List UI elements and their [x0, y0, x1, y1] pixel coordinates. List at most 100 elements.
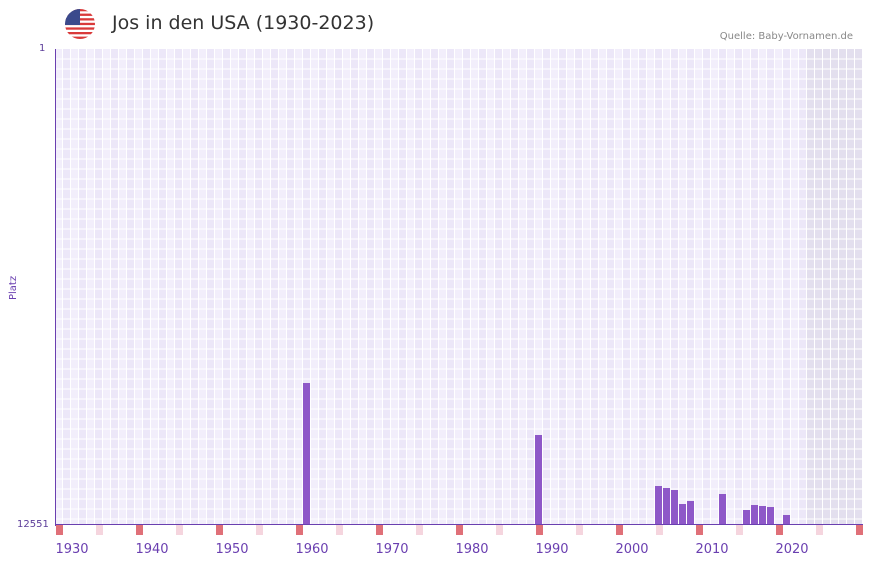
grid-column [503, 49, 511, 525]
bar-2017[interactable] [759, 505, 766, 525]
half-decade-marker [336, 525, 343, 535]
bar-2018[interactable] [767, 506, 774, 525]
half-decade-marker [816, 525, 823, 535]
grid-column [511, 49, 519, 525]
grid-column [695, 49, 703, 525]
x-tick-label: 2010 [695, 542, 729, 557]
grid-column [599, 49, 607, 525]
x-tick-label: 2000 [615, 542, 649, 557]
grid-column [655, 49, 663, 525]
grid-column [535, 49, 543, 525]
grid-column [671, 49, 679, 525]
grid-column [703, 49, 711, 525]
x-axis-line [55, 524, 863, 525]
grid-column [63, 49, 71, 525]
bar-2006[interactable] [671, 489, 678, 525]
grid-column [215, 49, 223, 525]
grid-column [207, 49, 215, 525]
grid-column [719, 49, 727, 525]
grid-column [607, 49, 615, 525]
chart-title: Jos in den USA (1930-2023) [112, 12, 375, 34]
decade-marker [856, 525, 863, 535]
flag-icon [65, 9, 95, 39]
grid-column [167, 49, 175, 525]
grid-column [839, 49, 847, 525]
grid-column [263, 49, 271, 525]
half-decade-marker [96, 525, 103, 535]
grid-column [223, 49, 231, 525]
bar-2008[interactable] [687, 500, 694, 525]
grid-column [351, 49, 359, 525]
grid-column [271, 49, 279, 525]
x-tick-label: 1990 [535, 542, 569, 557]
grid-column [55, 49, 63, 525]
half-decade-marker [576, 525, 583, 535]
grid-column [231, 49, 239, 525]
grid-column [855, 49, 863, 525]
bar-2004[interactable] [655, 486, 662, 525]
grid-column [815, 49, 823, 525]
grid-column [791, 49, 799, 525]
half-decade-marker [176, 525, 183, 535]
y-tick-top: 1 [39, 43, 46, 54]
bar-2005[interactable] [663, 488, 670, 525]
x-tick-label: 2020 [775, 542, 809, 557]
grid-column [551, 49, 559, 525]
grid-column [135, 49, 143, 525]
grid-column [327, 49, 335, 525]
grid-column [711, 49, 719, 525]
y-axis-title: Platz [8, 275, 19, 300]
decade-marker [56, 525, 63, 535]
plot-area [55, 49, 863, 525]
grid-column [143, 49, 151, 525]
grid-column [295, 49, 303, 525]
grid-column [255, 49, 263, 525]
grid-column [455, 49, 463, 525]
grid-column [687, 49, 695, 525]
grid-column [359, 49, 367, 525]
source-label: Quelle: Baby-Vornamen.de [719, 31, 853, 42]
grid-column [647, 49, 655, 525]
half-decade-marker [496, 525, 503, 535]
grid-column [335, 49, 343, 525]
decade-marker [136, 525, 143, 535]
bar-1960[interactable] [303, 382, 310, 525]
grid-column [439, 49, 447, 525]
bar-2015[interactable] [743, 510, 750, 525]
grid-column [727, 49, 735, 525]
grid-column [487, 49, 495, 525]
half-decade-marker [256, 525, 263, 535]
grid-column [807, 49, 815, 525]
grid-column [239, 49, 247, 525]
half-decade-marker [416, 525, 423, 535]
grid-column [775, 49, 783, 525]
grid-column [679, 49, 687, 525]
x-tick-label: 1950 [215, 542, 249, 557]
bar-2016[interactable] [751, 505, 758, 525]
grid-column [799, 49, 807, 525]
grid-column [247, 49, 255, 525]
grid-column [415, 49, 423, 525]
grid-column [471, 49, 479, 525]
grid-column [543, 49, 551, 525]
grid-column [559, 49, 567, 525]
grid-column [343, 49, 351, 525]
bar-1989[interactable] [535, 434, 542, 525]
grid-column [623, 49, 631, 525]
grid-column [111, 49, 119, 525]
grid-column [479, 49, 487, 525]
grid-column [175, 49, 183, 525]
bar-2020[interactable] [783, 514, 790, 525]
grid-column [183, 49, 191, 525]
bar-2007[interactable] [679, 503, 686, 525]
decade-marker [216, 525, 223, 535]
grid-column [367, 49, 375, 525]
bar-2012[interactable] [719, 494, 726, 525]
grid-column [103, 49, 111, 525]
grid-column [743, 49, 751, 525]
decade-marker [296, 525, 303, 535]
grid-column [71, 49, 79, 525]
grid-column [399, 49, 407, 525]
grid-column [423, 49, 431, 525]
decade-marker [536, 525, 543, 535]
